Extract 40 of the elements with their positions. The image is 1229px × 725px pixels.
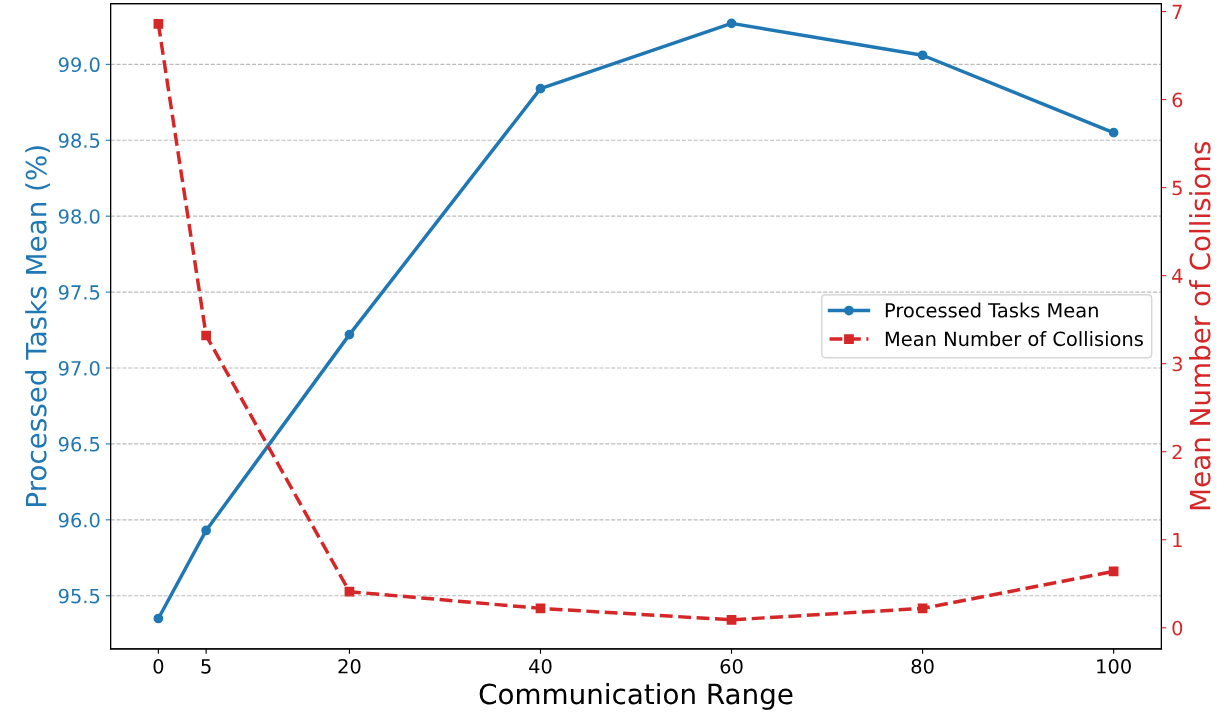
y-tick-label: 98.0 xyxy=(58,209,100,224)
y2-tick-label: 3 xyxy=(1172,356,1182,372)
y2-tick-label: 7 xyxy=(1172,4,1182,19)
x-tick-label: 0 xyxy=(153,658,164,674)
x-axis-title: Communication Range xyxy=(479,682,793,710)
x-tick-label: 5 xyxy=(201,659,211,674)
legend-label: Mean Number of Collisions xyxy=(885,331,1143,347)
point xyxy=(201,525,211,536)
point xyxy=(153,613,164,624)
legend-label: Processed Tasks Mean xyxy=(885,302,1098,318)
y-tick-label: 97.0 xyxy=(58,360,100,376)
point xyxy=(726,18,737,29)
y-axis-title: Processed Tasks Mean (%) xyxy=(25,146,50,506)
x-tick-label: 100 xyxy=(1097,658,1131,674)
x-tick-label: 20 xyxy=(338,658,361,674)
point xyxy=(535,83,546,94)
y2-axis-title: Mean Number of Collisions xyxy=(1189,141,1211,510)
y-tick-label: 98.5 xyxy=(58,133,100,148)
y2-tick-label: 2 xyxy=(1172,444,1182,460)
y-tick-label: 96.5 xyxy=(58,436,100,452)
y2-tick-label: 4 xyxy=(1172,268,1183,284)
point xyxy=(726,614,737,625)
point xyxy=(344,329,355,340)
point xyxy=(1108,566,1119,577)
y-tick-label: 97.5 xyxy=(58,285,100,300)
point xyxy=(344,586,355,597)
y2-tick-label: 6 xyxy=(1172,92,1183,108)
x-tick-label: 40 xyxy=(529,658,552,674)
x-tick-label: 60 xyxy=(720,658,743,674)
y2-tick-label: 0 xyxy=(1172,620,1183,636)
x-tick-label: 80 xyxy=(911,658,934,674)
point xyxy=(1108,127,1119,138)
y-tick-label: 96.0 xyxy=(58,512,100,528)
point xyxy=(153,19,164,29)
y2-tick-label: 5 xyxy=(1172,180,1182,196)
y2-tick-label: 1 xyxy=(1173,532,1182,548)
y-tick-label: 95.5 xyxy=(58,588,100,604)
point xyxy=(917,50,928,61)
y-tick-label: 99.0 xyxy=(58,57,100,73)
point xyxy=(201,330,211,341)
